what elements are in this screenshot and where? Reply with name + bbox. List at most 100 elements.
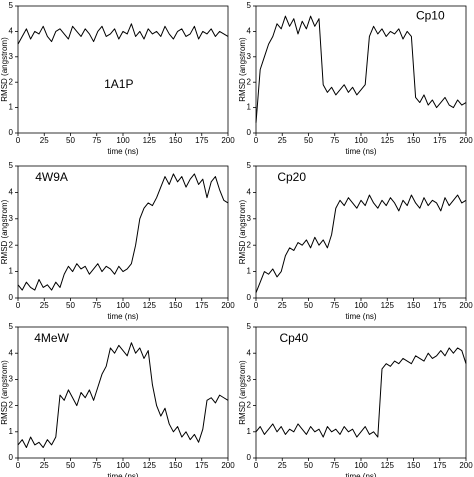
line (255, 347, 467, 438)
x-tick-label: 175 (195, 461, 209, 470)
x-tick-label: 150 (407, 136, 421, 145)
y-tick-label: 0 (9, 453, 14, 462)
x-axis-label: time (ns) (345, 312, 376, 321)
x-tick-label: 0 (16, 136, 21, 145)
x-axis-label: time (ns) (345, 147, 376, 156)
x-tick-label: 0 (254, 461, 259, 470)
x-tick-label: 0 (16, 301, 21, 310)
y-tick-label: 5 (9, 1, 14, 10)
x-tick-label: 175 (433, 136, 447, 145)
plot-frame (255, 326, 467, 459)
x-tick-label: 100 (354, 301, 368, 310)
x-tick-label: 25 (40, 136, 49, 145)
line (255, 15, 467, 123)
y-tick-label: 4 (247, 348, 252, 357)
annotation: 4MeW (34, 331, 69, 345)
plot-frame (17, 5, 229, 134)
y-tick-label: 1 (9, 427, 14, 436)
x-tick-label: 50 (66, 136, 75, 145)
y-tick-label: 1 (9, 103, 14, 112)
x-tick-label: 25 (40, 461, 49, 470)
y-tick-label: 5 (9, 161, 14, 170)
y-tick-label: 3 (247, 52, 252, 61)
x-tick-label: 25 (278, 136, 287, 145)
y-tick-label: 1 (247, 267, 252, 276)
y-tick-label: 2 (247, 240, 252, 249)
y-tick-label: 0 (247, 128, 252, 137)
x-tick-label: 50 (304, 461, 313, 470)
line (17, 23, 229, 45)
y-tick-label: 1 (247, 427, 252, 436)
x-tick-label: 175 (433, 461, 447, 470)
x-tick-label: 0 (16, 461, 21, 470)
x-tick-label: 0 (254, 301, 259, 310)
y-axis-label: RMSD (angstrom) (238, 37, 247, 102)
x-tick-label: 200 (221, 136, 235, 145)
x-tick-label: 125 (381, 136, 395, 145)
x-tick-label: 25 (40, 301, 49, 310)
y-tick-label: 2 (9, 240, 14, 249)
plot-frame (255, 5, 467, 134)
x-tick-label: 150 (169, 461, 183, 470)
y-tick-label: 3 (9, 375, 14, 384)
x-tick-label: 75 (330, 136, 339, 145)
annotation: 1A1P (104, 77, 133, 91)
annotation: Cp10 (416, 8, 445, 22)
x-tick-label: 150 (407, 301, 421, 310)
x-tick-label: 100 (354, 136, 368, 145)
y-tick-label: 3 (9, 52, 14, 61)
x-tick-label: 75 (92, 301, 101, 310)
y-tick-label: 4 (9, 27, 14, 36)
x-tick-label: 75 (92, 136, 101, 145)
y-axis-label: RMSD (angstrom) (238, 360, 247, 425)
line (17, 342, 229, 449)
y-tick-label: 2 (9, 77, 14, 86)
y-axis-label: RMSD (angstrom) (238, 199, 247, 264)
annotation: 4W9A (35, 170, 68, 184)
x-tick-label: 75 (330, 301, 339, 310)
line (255, 194, 467, 293)
y-axis-label: RMSD (angstrom) (0, 199, 9, 264)
y-tick-label: 4 (9, 188, 14, 197)
x-tick-label: 100 (116, 136, 130, 145)
line (17, 173, 229, 291)
x-axis-label: time (ns) (345, 472, 376, 477)
x-tick-label: 200 (459, 461, 473, 470)
x-tick-label: 0 (254, 136, 259, 145)
y-tick-label: 0 (9, 293, 14, 302)
x-tick-label: 50 (304, 136, 313, 145)
y-tick-label: 0 (9, 128, 14, 137)
y-tick-label: 4 (9, 348, 14, 357)
y-axis-label: RMSD (angstrom) (0, 360, 9, 425)
y-tick-label: 0 (247, 293, 252, 302)
y-tick-label: 3 (247, 375, 252, 384)
x-axis-label: time (ns) (107, 472, 138, 477)
y-tick-label: 1 (9, 267, 14, 276)
x-tick-label: 50 (66, 461, 75, 470)
y-tick-label: 2 (247, 77, 252, 86)
annotation: Cp40 (279, 331, 308, 345)
y-tick-label: 5 (247, 161, 252, 170)
x-tick-label: 125 (143, 301, 157, 310)
x-axis-label: time (ns) (107, 147, 138, 156)
x-tick-label: 125 (381, 301, 395, 310)
x-tick-label: 150 (169, 301, 183, 310)
annotation: Cp20 (277, 170, 306, 184)
y-axis-label: RMSD (angstrom) (0, 37, 9, 102)
plot-frame (255, 165, 467, 299)
x-tick-label: 175 (433, 301, 447, 310)
x-tick-label: 100 (116, 461, 130, 470)
y-tick-label: 2 (247, 401, 252, 410)
x-tick-label: 100 (116, 301, 130, 310)
x-tick-label: 200 (459, 301, 473, 310)
y-tick-label: 4 (247, 27, 252, 36)
x-axis-label: time (ns) (107, 312, 138, 321)
x-tick-label: 150 (407, 461, 421, 470)
x-tick-label: 75 (330, 461, 339, 470)
y-tick-label: 5 (247, 322, 252, 331)
x-tick-label: 125 (143, 461, 157, 470)
x-tick-label: 200 (221, 301, 235, 310)
y-tick-label: 5 (247, 1, 252, 10)
x-tick-label: 150 (169, 136, 183, 145)
